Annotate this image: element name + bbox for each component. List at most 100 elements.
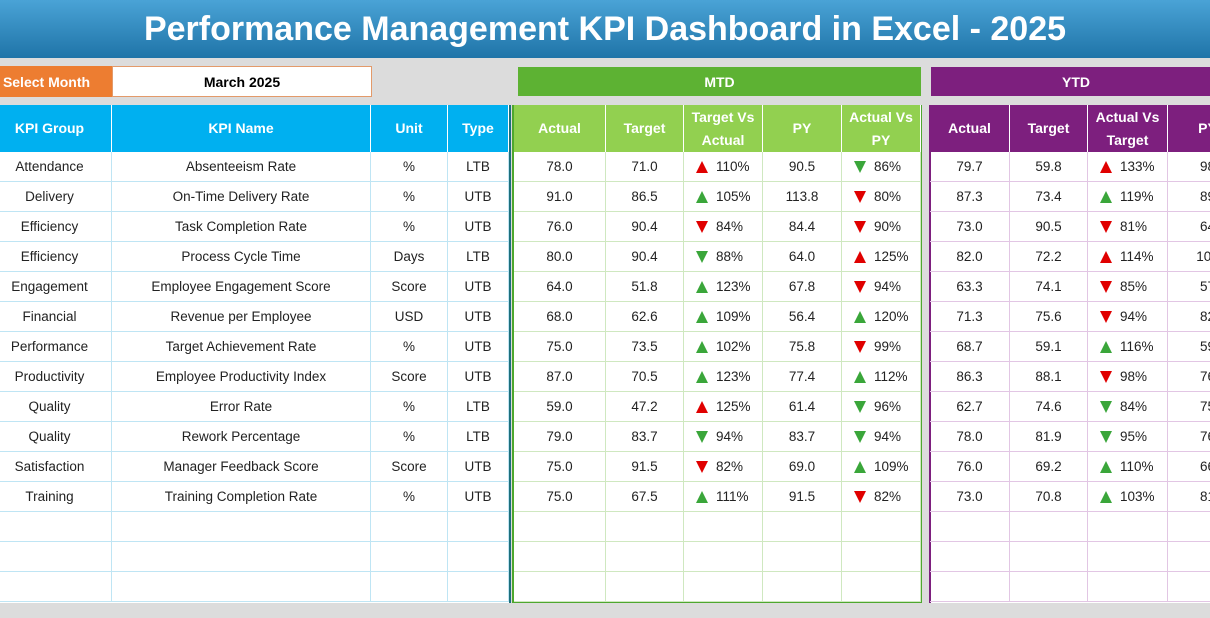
cell: UTB	[448, 362, 509, 392]
cell: UTB	[448, 302, 509, 332]
percent: 112%	[874, 369, 908, 384]
empty-cell	[448, 572, 509, 602]
arrow-up	[854, 460, 866, 473]
empty-cell	[684, 572, 763, 602]
arrow-down	[1100, 220, 1112, 233]
arrow-shape	[854, 460, 866, 473]
arrow-down	[854, 220, 866, 233]
kpi-ratio-cell: 109%	[684, 302, 763, 332]
empty-cell	[763, 542, 842, 572]
kpi-ratio-cell: 94%	[1088, 302, 1168, 332]
arrow-shape	[696, 280, 708, 293]
percent: 99%	[874, 339, 902, 354]
cell: Satisfaction	[0, 452, 112, 482]
percent: 85%	[1120, 279, 1148, 294]
cell: 71.0	[606, 152, 684, 182]
cell: 68.7	[930, 332, 1010, 362]
arrow-shape	[696, 370, 708, 383]
arrow-shape	[696, 190, 708, 203]
percent: 94%	[874, 279, 902, 294]
percent: 81%	[1120, 219, 1148, 234]
kpi-ratio-cell: 96%	[842, 392, 921, 422]
empty-cell	[1010, 572, 1088, 602]
arrow-shape	[1100, 190, 1112, 203]
arrow-up	[696, 400, 708, 413]
kpi-ratio-cell: 94%	[842, 422, 921, 452]
arrow-up	[696, 490, 708, 503]
arrow-down	[1100, 310, 1112, 323]
cell: Days	[371, 242, 448, 272]
arrow-up	[854, 310, 866, 323]
column-header: Actual	[930, 105, 1010, 152]
empty-cell	[684, 512, 763, 542]
cell: 62.6	[606, 302, 684, 332]
percent: 125%	[716, 399, 751, 414]
cell: Training	[0, 482, 112, 512]
mtd-block	[512, 105, 922, 603]
cell: 67.8	[763, 272, 842, 302]
empty-cell	[371, 572, 448, 602]
cell: 82	[1168, 302, 1210, 332]
empty-cell	[1168, 572, 1210, 602]
cell: UTB	[448, 182, 509, 212]
column-header: PY	[763, 105, 842, 152]
column-header: Actual Vs Target	[1088, 105, 1168, 152]
arrow-up	[696, 190, 708, 203]
kpi-ratio-cell: 84%	[1088, 392, 1168, 422]
arrow-up	[1100, 250, 1112, 263]
ytd-block	[929, 105, 1210, 603]
arrow-shape	[696, 220, 708, 233]
arrow-up	[854, 250, 866, 263]
column-header: PY	[1168, 105, 1210, 152]
cell: 61.4	[763, 392, 842, 422]
cell: 90.5	[1010, 212, 1088, 242]
cell: %	[371, 392, 448, 422]
empty-cell	[448, 512, 509, 542]
cell: 87.3	[930, 182, 1010, 212]
column-header: Unit	[371, 105, 448, 152]
cell: Manager Feedback Score	[112, 452, 371, 482]
cell: 76	[1168, 422, 1210, 452]
column-header: KPI Group	[0, 105, 112, 152]
percent: 114%	[1120, 249, 1154, 264]
kpi-ratio-cell: 102%	[684, 332, 763, 362]
cell: 91.0	[514, 182, 606, 212]
cell: UTB	[448, 272, 509, 302]
cell: Score	[371, 362, 448, 392]
cell: 88.1	[1010, 362, 1088, 392]
cell: Rework Percentage	[112, 422, 371, 452]
cell: 80.0	[514, 242, 606, 272]
cell: Attendance	[0, 152, 112, 182]
arrow-up	[696, 280, 708, 293]
kpi-ratio-cell: 81%	[1088, 212, 1168, 242]
cell: 82.0	[930, 242, 1010, 272]
arrow-down	[854, 280, 866, 293]
percent: 110%	[716, 159, 750, 174]
cell: 73.5	[606, 332, 684, 362]
arrow-down	[854, 190, 866, 203]
cell: Target Achievement Rate	[112, 332, 371, 362]
cell: Efficiency	[0, 212, 112, 242]
cell: Efficiency	[0, 242, 112, 272]
arrow-shape	[854, 490, 866, 503]
cell: Task Completion Rate	[112, 212, 371, 242]
kpi-ratio-cell: 123%	[684, 272, 763, 302]
kpi-ratio-cell: 84%	[684, 212, 763, 242]
arrow-shape	[1100, 160, 1112, 173]
cell: 74.1	[1010, 272, 1088, 302]
month-selector[interactable]: March 2025	[112, 66, 372, 97]
cell: 64.0	[763, 242, 842, 272]
percent: 82%	[874, 489, 902, 504]
column-header: Actual	[514, 105, 606, 152]
percent: 125%	[874, 249, 909, 264]
mtd-header: MTD	[518, 67, 921, 96]
percent: 109%	[874, 459, 909, 474]
arrow-shape	[1100, 370, 1112, 383]
percent: 111%	[716, 489, 749, 504]
cell: Employee Productivity Index	[112, 362, 371, 392]
arrow-down	[854, 340, 866, 353]
empty-cell	[1010, 512, 1088, 542]
percent: 95%	[1120, 429, 1148, 444]
percent: 80%	[874, 189, 902, 204]
empty-cell	[371, 542, 448, 572]
